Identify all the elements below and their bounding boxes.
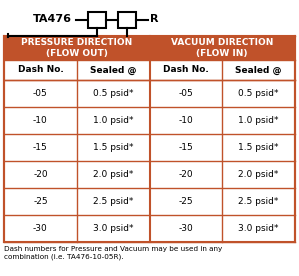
Bar (4, 36, 295, 60)
Text: Sealed @: Sealed @ (90, 65, 136, 75)
Text: R: R (150, 14, 158, 24)
Text: -10: -10 (179, 116, 193, 125)
Text: Dash numbers for Pressure and Vacuum may be used in any
combination (i.e. TA476-: Dash numbers for Pressure and Vacuum may… (4, 246, 222, 261)
Text: 3.0 psid*: 3.0 psid* (93, 224, 133, 233)
Text: -25: -25 (179, 197, 193, 206)
Text: Sealed @: Sealed @ (235, 65, 282, 75)
Text: -05: -05 (33, 89, 48, 98)
Text: 1.5 psid*: 1.5 psid* (238, 143, 279, 152)
Text: -20: -20 (33, 170, 48, 179)
Text: PRESSURE DIRECTION
(FLOW OUT): PRESSURE DIRECTION (FLOW OUT) (21, 38, 132, 58)
Text: 2.5 psid*: 2.5 psid* (238, 197, 279, 206)
Bar (4, 36, 295, 242)
Text: -05: -05 (179, 89, 193, 98)
Text: -30: -30 (179, 224, 193, 233)
Text: -25: -25 (33, 197, 48, 206)
Text: 3.0 psid*: 3.0 psid* (238, 224, 279, 233)
Text: 1.0 psid*: 1.0 psid* (238, 116, 279, 125)
Text: 2.5 psid*: 2.5 psid* (93, 197, 133, 206)
Text: -30: -30 (33, 224, 48, 233)
Text: 2.0 psid*: 2.0 psid* (238, 170, 279, 179)
Text: 1.5 psid*: 1.5 psid* (93, 143, 133, 152)
Text: -10: -10 (33, 116, 48, 125)
Text: Dash No.: Dash No. (163, 65, 209, 75)
Text: -15: -15 (33, 143, 48, 152)
Bar (88, 12, 106, 28)
Text: 0.5 psid*: 0.5 psid* (93, 89, 133, 98)
Text: 0.5 psid*: 0.5 psid* (238, 89, 279, 98)
Text: VACUUM DIRECTION
(FLOW IN): VACUUM DIRECTION (FLOW IN) (171, 38, 274, 58)
Text: -15: -15 (179, 143, 193, 152)
Bar (118, 12, 136, 28)
Text: Dash No.: Dash No. (18, 65, 63, 75)
Text: TA476: TA476 (33, 14, 72, 24)
Text: -20: -20 (179, 170, 193, 179)
Text: 2.0 psid*: 2.0 psid* (93, 170, 133, 179)
Text: 1.0 psid*: 1.0 psid* (93, 116, 133, 125)
